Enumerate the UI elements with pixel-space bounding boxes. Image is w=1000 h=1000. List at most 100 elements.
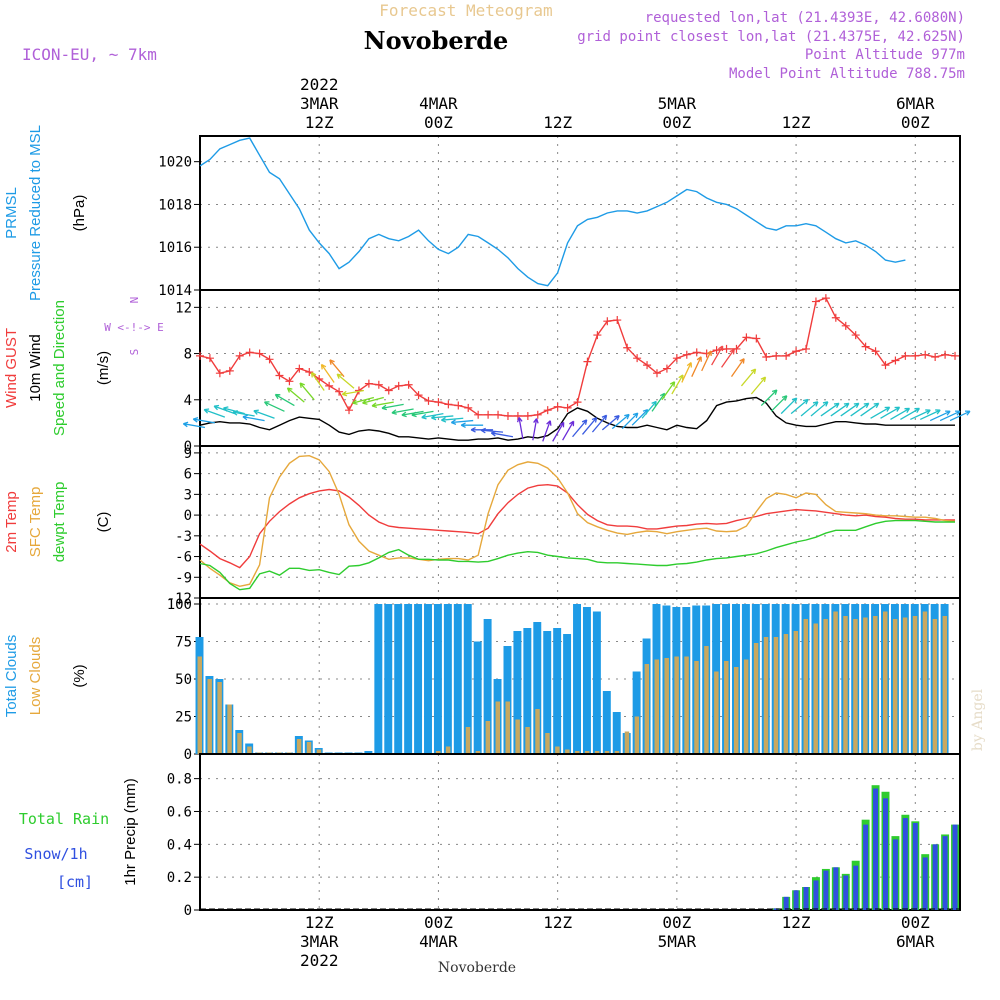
- time-axis-label: 00Z: [901, 913, 930, 932]
- snow-bar: [942, 836, 948, 910]
- gust-marker: [265, 355, 274, 364]
- low-cloud-bar: [316, 749, 322, 754]
- time-axis-label: 00Z: [424, 913, 453, 932]
- compass-south: S: [128, 349, 141, 356]
- footer-location: Novoberde: [438, 960, 516, 976]
- panel-unit: (C): [95, 512, 112, 533]
- gust-marker: [285, 377, 294, 386]
- low-cloud-bar: [694, 661, 699, 754]
- panel-frame: [199, 753, 961, 911]
- y-tick-label: -12: [167, 591, 192, 607]
- wind-arrow: [711, 345, 724, 366]
- wind-arrow: [299, 382, 315, 401]
- wind-arrow: [929, 410, 951, 422]
- gust-marker: [891, 356, 900, 365]
- wind-arrow: [381, 403, 404, 411]
- time-axis-label: 3MAR: [300, 932, 339, 951]
- snow-bar: [892, 839, 898, 910]
- low-cloud-bar: [237, 733, 242, 754]
- wind-arrow: [691, 356, 702, 377]
- panel-label-line: PRMSL: [3, 187, 20, 239]
- compass-north: N: [128, 297, 141, 304]
- wind-arrow: [661, 381, 676, 401]
- gust-marker: [911, 351, 920, 360]
- gust-marker: [643, 361, 652, 370]
- low-cloud-bar: [644, 664, 650, 754]
- low-cloud-bar: [823, 619, 828, 754]
- wind-arrow: [242, 414, 265, 422]
- snow-bar: [853, 865, 859, 910]
- gust-marker: [722, 344, 731, 353]
- wind-arrow: [562, 420, 575, 441]
- low-cloud-bar: [664, 658, 669, 754]
- total-cloud-bar: [523, 628, 532, 754]
- time-axis-label: 2022: [300, 75, 339, 94]
- total-cloud-bar: [424, 604, 432, 754]
- low-cloud-bar: [753, 643, 759, 754]
- gust-marker: [235, 351, 244, 360]
- wind-arrow: [431, 414, 454, 421]
- time-axis-label: 00Z: [662, 913, 691, 932]
- low-cloud-bar: [614, 751, 620, 754]
- time-axis-label: 6MAR: [896, 932, 935, 951]
- time-axis-label: 12Z: [782, 913, 811, 932]
- gust-marker: [364, 379, 373, 388]
- low-cloud-bar: [247, 746, 252, 754]
- gust-marker: [523, 411, 532, 420]
- wind-arrow: [730, 358, 745, 378]
- snow-bar: [863, 824, 869, 910]
- low-cloud-bar: [535, 709, 540, 754]
- total-cloud-bar: [612, 712, 621, 754]
- total-cloud-bar: [632, 671, 641, 754]
- time-axis-label: 12Z: [543, 913, 572, 932]
- gust-marker: [404, 380, 413, 389]
- snow-bar: [823, 870, 829, 910]
- gust-marker: [215, 369, 224, 378]
- low-cloud-bar: [674, 656, 679, 754]
- low-cloud-bar: [465, 727, 471, 754]
- wind-arrow: [880, 406, 901, 419]
- low-cloud-bar: [912, 616, 918, 754]
- total-cloud-bar: [573, 604, 581, 754]
- wind-arrow: [750, 376, 767, 395]
- wind-arrow: [253, 409, 275, 419]
- snow-bar: [873, 788, 879, 910]
- low-cloud-bar: [485, 721, 491, 754]
- wind-arrow: [631, 409, 649, 426]
- y-tick-label: 0: [184, 508, 192, 524]
- gust-marker: [533, 410, 542, 419]
- gust-marker: [851, 331, 860, 340]
- y-tick-label: 0.2: [167, 870, 192, 886]
- gust-marker: [603, 317, 612, 326]
- total-cloud-bar: [443, 604, 452, 754]
- model-name: ICON-EU, ~ 7km: [22, 45, 157, 64]
- low-cloud-bar: [594, 751, 600, 754]
- time-axis-label: 5MAR: [658, 932, 697, 951]
- y-tick-label: 0: [184, 903, 192, 919]
- series-line-prmsl: [199, 137, 906, 287]
- wind-arrow: [450, 419, 474, 425]
- low-cloud-bar: [733, 667, 739, 754]
- credit-watermark: by Angel: [970, 688, 986, 751]
- gust-marker: [424, 396, 433, 405]
- series-line-2m-temp: [199, 483, 955, 569]
- wind-arrow: [192, 416, 216, 424]
- wind-arrow: [770, 395, 788, 412]
- panel-frame: [199, 135, 961, 291]
- low-cloud-bar: [555, 746, 560, 754]
- low-cloud-bar: [873, 616, 878, 754]
- gust-marker: [931, 353, 940, 362]
- wind-arrow: [480, 427, 504, 434]
- total-cloud-bar: [364, 751, 373, 754]
- wind-arrow: [263, 401, 285, 412]
- wind-arrow: [611, 413, 630, 430]
- gust-marker: [345, 406, 354, 415]
- gust-marker: [593, 331, 602, 340]
- wind-arrow: [490, 430, 514, 438]
- low-cloud-bar: [445, 746, 451, 754]
- wind-arrow: [850, 402, 870, 417]
- wind-arrow: [441, 416, 464, 423]
- wind-arrow: [336, 373, 355, 389]
- compass-west-east: W <-!-> E: [104, 321, 164, 334]
- wind-arrow: [213, 404, 235, 415]
